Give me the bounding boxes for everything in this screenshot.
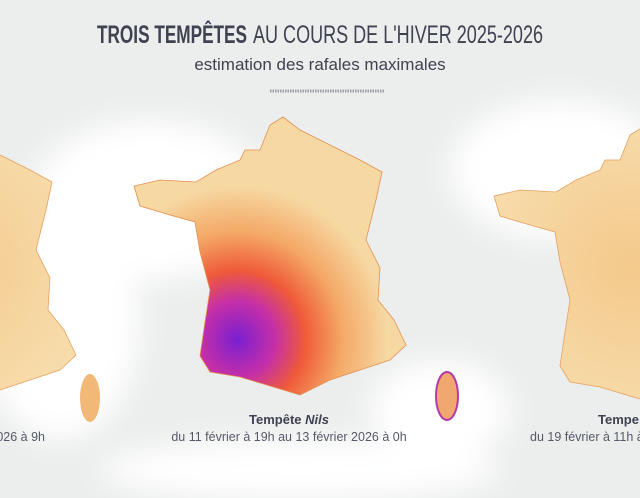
map-caption-date: du 11 février à 19h au 13 février 2026 à…	[171, 430, 406, 444]
corsica-shape	[80, 374, 100, 422]
corsica-shape	[435, 371, 459, 421]
title-bold: TROIS TEMPÊTES	[97, 19, 247, 49]
map-caption-date: du 19 février à 11h à	[530, 430, 640, 444]
map-caption-date: 026 à 9h	[0, 430, 45, 444]
subtitle: estimation des rafales maximales	[194, 55, 445, 74]
map-caption-title: Tempête Nils	[249, 412, 329, 427]
caption-prefix: Tempête	[249, 412, 302, 427]
map-center	[133, 116, 459, 421]
map-left	[0, 126, 100, 422]
storm-name: Nils	[305, 412, 329, 427]
title-rest: AU COURS DE L'HIVER 2025-2026	[253, 21, 543, 49]
map-caption-title: Tempe	[598, 412, 639, 427]
